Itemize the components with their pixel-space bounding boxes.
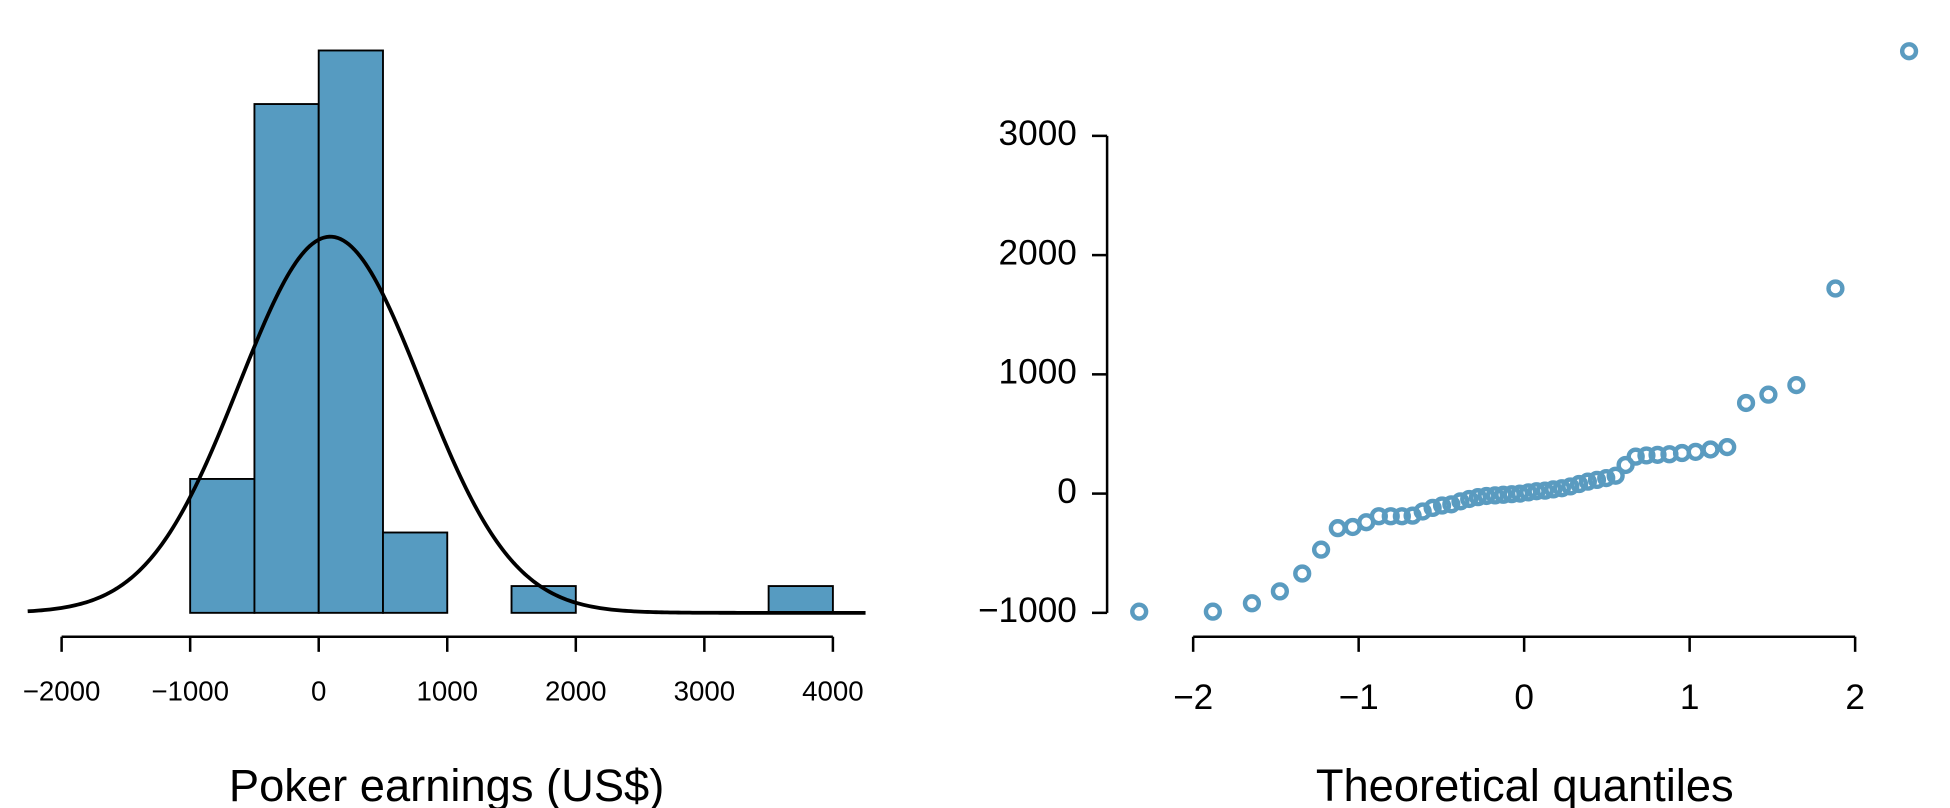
bar (767, 585, 834, 614)
bar (253, 103, 320, 614)
point (1787, 375, 1806, 395)
x-axis-title: Poker earnings (US$) (229, 760, 664, 808)
point (1485, 486, 1505, 505)
point (1451, 492, 1470, 511)
point (1578, 472, 1597, 491)
point (1606, 466, 1625, 485)
point (1381, 507, 1400, 526)
point (1413, 502, 1432, 521)
point (1759, 385, 1778, 404)
y-tick-label: −1000 (978, 591, 1077, 630)
y-tick-label: 0 (1057, 472, 1077, 511)
point (1701, 440, 1720, 459)
y-tick-label: 1000 (999, 353, 1077, 392)
y-tick-label: 2000 (999, 233, 1077, 272)
point (1432, 496, 1452, 515)
point (1519, 483, 1538, 502)
x-tick-label: −2 (1173, 678, 1213, 717)
point (1535, 481, 1555, 500)
point (1569, 474, 1589, 494)
point (1423, 498, 1442, 518)
point (1242, 594, 1262, 613)
point (1510, 484, 1530, 503)
y-tick-label: 3000 (999, 114, 1077, 153)
x-tick-label: 2000 (545, 676, 607, 707)
point (1587, 470, 1607, 490)
point (1328, 519, 1347, 538)
point (1311, 540, 1331, 559)
bar (189, 478, 256, 614)
point (1561, 477, 1580, 496)
point (1468, 488, 1488, 507)
point (1270, 582, 1289, 601)
point (1544, 480, 1563, 499)
point (1718, 437, 1737, 457)
point (1552, 479, 1571, 498)
point (1502, 485, 1521, 504)
x-tick-label: −2000 (23, 676, 101, 707)
x-tick-label: −1 (1339, 678, 1379, 717)
point (1736, 393, 1756, 413)
point (1442, 495, 1461, 514)
x-tick-label: 1 (1680, 678, 1700, 717)
point (1130, 602, 1149, 621)
point (1637, 446, 1656, 465)
point (1826, 279, 1845, 298)
x-tick-label: 0 (1514, 678, 1534, 717)
point (1686, 442, 1705, 461)
point (1203, 602, 1222, 621)
x-tick-label: −1000 (151, 676, 229, 707)
x-tick-label: 1000 (416, 676, 478, 707)
point (1626, 447, 1645, 466)
x-tick-label: 0 (311, 676, 326, 707)
x-axis-title: Theoretical quantiles (1316, 760, 1734, 808)
bar (317, 49, 384, 614)
bar (382, 531, 449, 614)
x-tick-label: 3000 (674, 676, 736, 707)
point (1597, 468, 1616, 488)
point (1477, 486, 1496, 506)
point (1460, 489, 1479, 509)
x-tick-label: 2 (1845, 678, 1865, 717)
point (1527, 482, 1546, 501)
point (1293, 564, 1312, 583)
x-tick-label: 4000 (802, 676, 864, 707)
density-curve (27, 234, 866, 615)
point (1899, 42, 1919, 61)
point (1494, 485, 1513, 504)
point (1392, 507, 1411, 526)
